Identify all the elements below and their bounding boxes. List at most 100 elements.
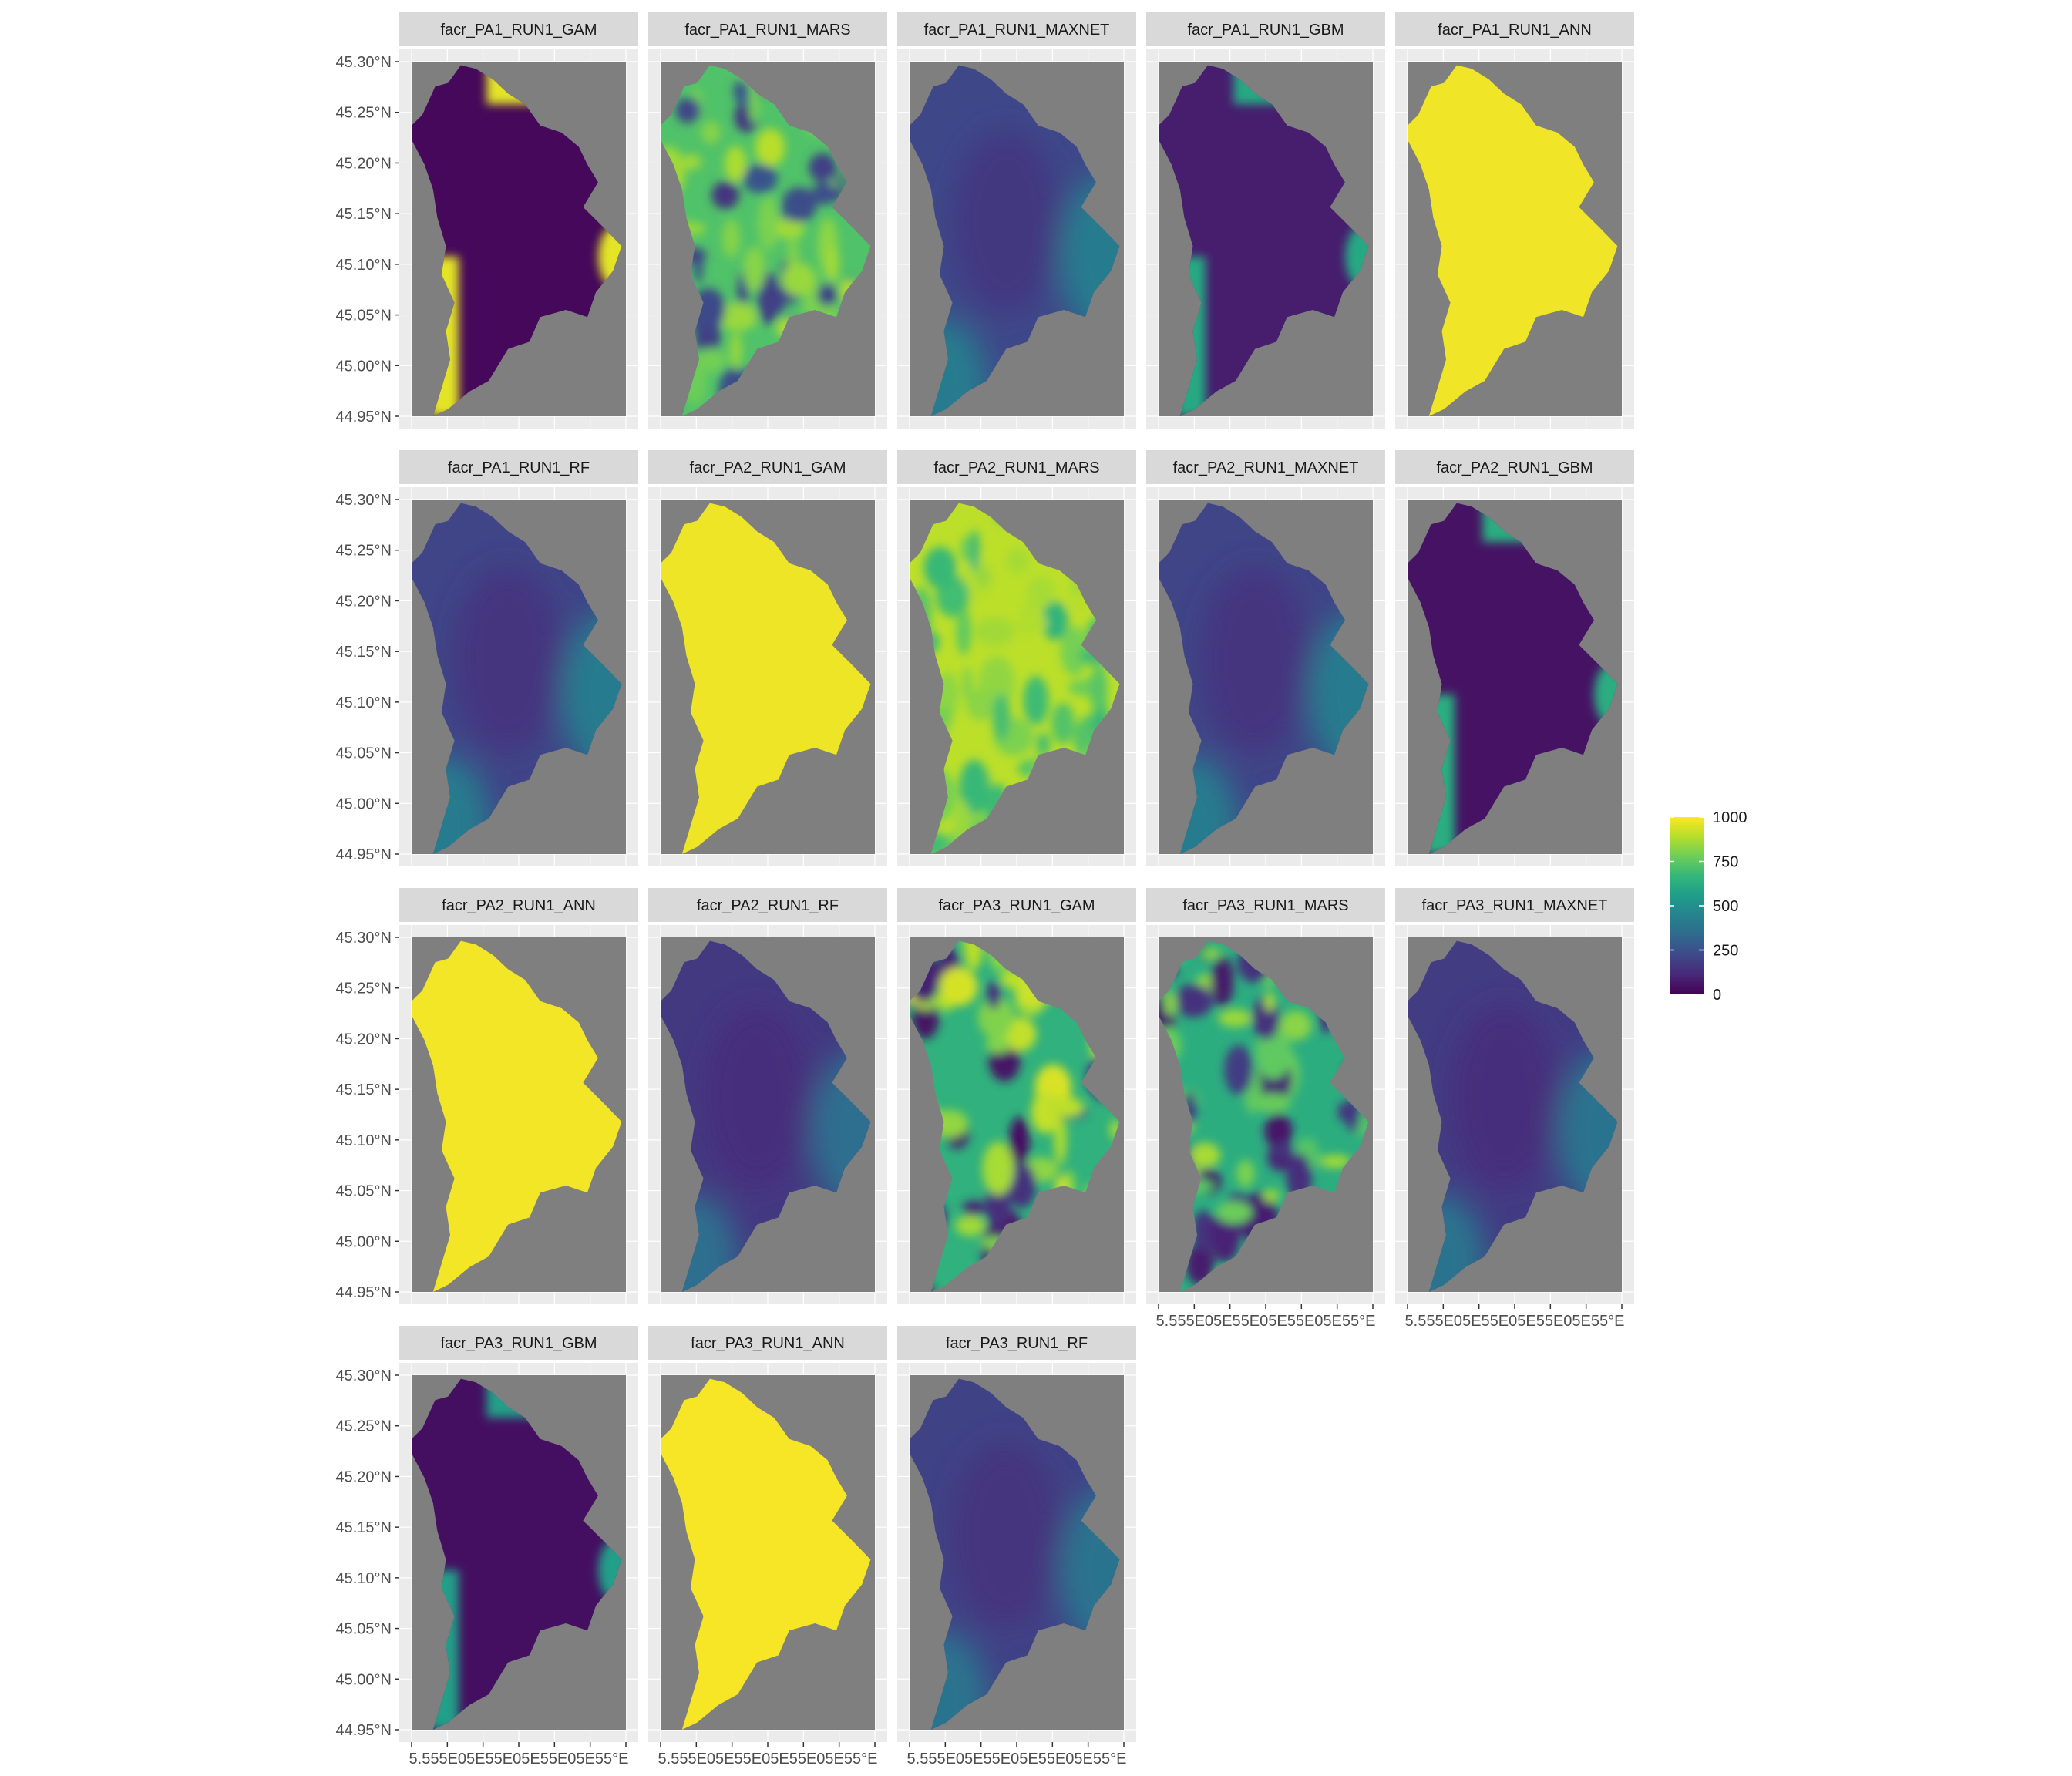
x-tick-labels: 5.555E05E55E05E55E05E55°E: [907, 1751, 1127, 1768]
y-tick-label: 45.20°N: [336, 593, 392, 610]
facet-facr_PA3_RUN1_MARS: facr_PA3_RUN1_MARS: [1146, 888, 1385, 1304]
y-tick-label: 45.15°N: [336, 644, 392, 661]
facet-title: facr_PA3_RUN1_RF: [946, 1335, 1088, 1352]
y-tick-label: 44.95°N: [336, 846, 392, 863]
y-tick-label: 45.15°N: [336, 1081, 392, 1098]
legend-tick-label: 1000: [1713, 809, 1747, 826]
facet-title: facr_PA1_RUN1_GBM: [1187, 22, 1344, 39]
facet-strip: [648, 888, 887, 922]
facet-title: facr_PA3_RUN1_GAM: [938, 897, 1095, 914]
y-tick-label: 45.00°N: [336, 1233, 392, 1250]
y-tick-label: 45.30°N: [336, 54, 392, 71]
facet-strip: [399, 12, 638, 46]
facet-strip: [648, 450, 887, 484]
y-tick-label: 45.20°N: [336, 1468, 392, 1485]
legend-tick-label: 750: [1713, 854, 1738, 871]
facet-facr_PA3_RUN1_GAM: facr_PA3_RUN1_GAM: [897, 888, 1136, 1304]
y-tick-label: 45.10°N: [336, 695, 392, 711]
facet-facr_PA3_RUN1_GBM: facr_PA3_RUN1_GBM: [399, 1326, 638, 1742]
x-tick-labels: 5.555E05E55E05E55E05E55°E: [409, 1751, 629, 1768]
facet-title: facr_PA2_RUN1_RF: [697, 897, 839, 914]
legend-tick-label: 250: [1713, 943, 1738, 960]
facet-strip: [897, 12, 1136, 46]
y-tick-label: 45.30°N: [336, 930, 392, 947]
x-tick-labels: 5.555E05E55E05E55E05E55°E: [1405, 1313, 1625, 1330]
facet-facr_PA1_RUN1_GAM: facr_PA1_RUN1_GAM: [399, 12, 638, 429]
facet-title: facr_PA2_RUN1_MARS: [933, 459, 1099, 476]
facet-strip: [897, 450, 1136, 484]
facet-facr_PA1_RUN1_GBM: facr_PA1_RUN1_GBM: [1146, 12, 1385, 429]
facet-facr_PA1_RUN1_MAXNET: facr_PA1_RUN1_MAXNET: [897, 12, 1136, 429]
facet-strip: [1395, 888, 1634, 922]
y-tick-label: 45.05°N: [336, 308, 392, 325]
facet-strip: [1146, 12, 1385, 46]
facet-title: facr_PA1_RUN1_ANN: [1438, 22, 1592, 39]
y-tick-label: 45.00°N: [336, 358, 392, 375]
facet-strip: [399, 1326, 638, 1360]
facet-title: facr_PA1_RUN1_MAXNET: [924, 22, 1110, 39]
y-tick-label: 45.10°N: [336, 1570, 392, 1587]
facet-facr_PA2_RUN1_GAM: facr_PA2_RUN1_GAM: [648, 450, 887, 866]
facet-title: facr_PA2_RUN1_ANN: [442, 897, 596, 914]
facet-facr_PA3_RUN1_RF: facr_PA3_RUN1_RF: [897, 1326, 1136, 1742]
facet-title: facr_PA2_RUN1_GBM: [1436, 459, 1593, 476]
facet-strip: [1395, 12, 1634, 46]
facet-strip: [897, 888, 1136, 922]
y-tick-label: 45.30°N: [336, 492, 392, 509]
facet-facr_PA1_RUN1_RF: facr_PA1_RUN1_RF: [399, 450, 638, 866]
x-tick-labels: 5.555E05E55E05E55E05E55°E: [658, 1751, 878, 1768]
facet-title: facr_PA3_RUN1_GBM: [440, 1335, 597, 1352]
facet-facr_PA2_RUN1_GBM: facr_PA2_RUN1_GBM: [1395, 450, 1634, 866]
facet-title: facr_PA1_RUN1_RF: [448, 459, 590, 476]
facet-title: facr_PA2_RUN1_MAXNET: [1173, 459, 1359, 476]
facet-facr_PA2_RUN1_MARS: facr_PA2_RUN1_MARS: [897, 450, 1136, 866]
y-tick-label: 45.00°N: [336, 796, 392, 812]
facet-strip: [648, 1326, 887, 1360]
y-tick-label: 45.05°N: [336, 745, 392, 762]
facet-facr_PA1_RUN1_ANN: facr_PA1_RUN1_ANN: [1395, 12, 1634, 429]
y-tick-label: 45.10°N: [336, 257, 392, 274]
y-tick-label: 44.95°N: [336, 1284, 392, 1301]
facet-facr_PA2_RUN1_ANN: facr_PA2_RUN1_ANN: [399, 888, 638, 1304]
y-tick-label: 45.20°N: [336, 1031, 392, 1048]
facet-title: facr_PA3_RUN1_ANN: [691, 1335, 845, 1352]
y-tick-label: 45.25°N: [336, 1418, 392, 1435]
y-tick-label: 45.30°N: [336, 1367, 392, 1384]
facet-facr_PA2_RUN1_RF: facr_PA2_RUN1_RF: [648, 888, 887, 1304]
facet-title: facr_PA1_RUN1_MARS: [684, 22, 850, 39]
raster-gradient: [910, 1442, 1120, 1730]
y-tick-label: 45.00°N: [336, 1671, 392, 1688]
facet-title: facr_PA2_RUN1_GAM: [689, 459, 846, 476]
facet-title: facr_PA3_RUN1_MAXNET: [1422, 897, 1608, 914]
y-tick-label: 45.20°N: [336, 155, 392, 172]
y-tick-label: 45.25°N: [336, 543, 392, 560]
y-tick-label: 45.05°N: [336, 1621, 392, 1638]
x-tick-labels: 5.555E05E55E05E55E05E55°E: [1156, 1313, 1376, 1330]
facet-title: facr_PA3_RUN1_MARS: [1182, 897, 1348, 914]
y-tick-label: 45.25°N: [336, 105, 392, 122]
facet-title: facr_PA1_RUN1_GAM: [440, 22, 597, 39]
color-legend: 1000 750 500 250 0: [1670, 809, 1747, 1004]
axes: 45.30°N 45.25°N 45.20°N 45.15°N 45.10°N 45.05…: [336, 54, 1625, 1768]
y-tick-label: 44.95°N: [336, 1722, 392, 1739]
legend-tick-label: 0: [1713, 987, 1721, 1004]
facet-strip: [897, 1326, 1136, 1360]
facet-strip: [648, 12, 887, 46]
facet-strip: [399, 450, 638, 484]
facet-facr_PA3_RUN1_ANN: facr_PA3_RUN1_ANN: [648, 1326, 887, 1742]
legend-tick-label: 500: [1713, 898, 1738, 915]
y-tick-label: 45.05°N: [336, 1183, 392, 1200]
facet-grid: facr_PA1_RUN1_GAM facr_PA1_RUN1_MARS facr_…: [399, 12, 1634, 1742]
y-tick-label: 45.15°N: [336, 206, 392, 223]
y-tick-label: 45.15°N: [336, 1519, 392, 1536]
legend-colorbar: [1670, 817, 1704, 994]
facet-strip: [1146, 888, 1385, 922]
y-tick-label: 45.10°N: [336, 1132, 392, 1149]
facet-facr_PA3_RUN1_MAXNET: facr_PA3_RUN1_MAXNET: [1395, 888, 1634, 1304]
facet-facr_PA2_RUN1_MAXNET: facr_PA2_RUN1_MAXNET: [1146, 450, 1385, 866]
y-tick-label: 45.25°N: [336, 980, 392, 997]
y-tick-label: 44.95°N: [336, 409, 392, 426]
facet-facr_PA1_RUN1_MARS: facr_PA1_RUN1_MARS: [648, 12, 887, 429]
facet-strip: [1146, 450, 1385, 484]
